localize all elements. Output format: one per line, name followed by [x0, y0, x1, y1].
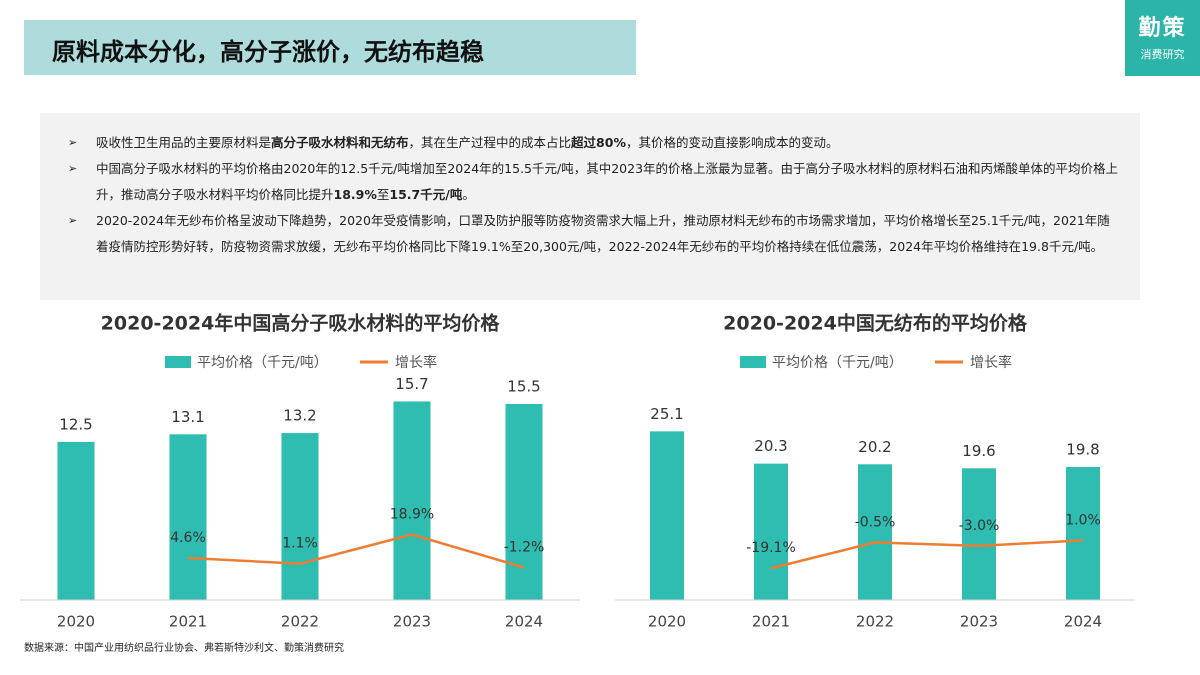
x-tick-label: 2022 [281, 613, 319, 631]
x-tick-label: 2024 [505, 613, 543, 631]
growth-value-label: -19.1% [746, 540, 796, 556]
growth-value-label: 18.9% [390, 507, 434, 523]
bar [1066, 466, 1100, 600]
bold-text: 15.7千元/吨 [389, 187, 463, 202]
bar-value-label: 13.2 [283, 407, 316, 425]
bar-value-label: 19.8 [1066, 440, 1099, 458]
legend-label: 增长率 [970, 354, 1012, 371]
bar-value-label: 25.1 [650, 405, 683, 423]
bullet: 2020-2024年无纱布价格呈波动下降趋势，2020年受疫情影响，口罩及防护服… [68, 208, 1120, 260]
bar [57, 441, 95, 600]
bar [858, 464, 892, 600]
text: 至 [376, 187, 390, 202]
header-band: 原料成本分化，高分子涨价，无纺布趋稳 [24, 20, 636, 75]
bold-text: 18.9% [333, 187, 377, 202]
summary-box: 吸收性卫生用品的主要原材料是高分子吸水材料和无纺布，其在生产过程中的成本占比超过… [40, 113, 1140, 300]
text: ，其价格的变动直接影响成本的变动。 [625, 135, 839, 150]
bar [962, 468, 996, 600]
x-tick-label: 2020 [57, 613, 95, 631]
logo-subtext: 消费研究 [1140, 48, 1185, 61]
logo: 勤策 消费研究 [1125, 0, 1200, 76]
growth-value-label: -1.2% [504, 540, 545, 556]
growth-line [770, 539, 1084, 570]
bullet: 中国高分子吸水材料的平均价格由2020年的12.5千元/吨增加至2024年的15… [68, 156, 1120, 208]
bar-value-label: 12.5 [59, 415, 92, 433]
bar-value-label: 19.6 [962, 442, 995, 460]
logo-text: 勤策 [1138, 16, 1187, 41]
legend-swatch [165, 356, 191, 368]
page-title: 原料成本分化，高分子涨价，无纺布趋稳 [52, 38, 484, 66]
bar-value-label: 13.1 [171, 408, 204, 426]
bar-value-label: 15.5 [507, 377, 540, 395]
legend-label: 平均价格（千元/吨） [772, 355, 903, 371]
legend-label: 增长率 [395, 354, 437, 371]
legend-label: 平均价格（千元/吨） [197, 355, 328, 371]
x-tick-label: 2020 [648, 613, 686, 631]
bar [393, 401, 431, 600]
text: 中国高分子吸水材料的平均价格由2020年的12.5千元/吨增加至2024年的15… [96, 161, 1119, 202]
growth-line [187, 533, 525, 569]
legend-swatch [740, 356, 766, 368]
growth-value-label: 1.0% [1065, 512, 1101, 528]
x-tick-label: 2024 [1064, 613, 1102, 631]
bullet: 吸收性卫生用品的主要原材料是高分子吸水材料和无纺布，其在生产过程中的成本占比超过… [68, 130, 1120, 156]
text: 。 [462, 187, 475, 202]
bar [650, 431, 684, 600]
chart-title: 2020-2024年中国高分子吸水材料的平均价格 [101, 312, 501, 335]
text: 吸收性卫生用品的主要原材料是 [96, 135, 272, 150]
bar-value-label: 20.3 [754, 437, 787, 455]
x-tick-label: 2021 [169, 613, 207, 631]
growth-value-label: -0.5% [855, 514, 896, 530]
growth-value-label: 1.1% [282, 536, 318, 552]
bar [754, 463, 788, 600]
growth-value-label: -3.0% [959, 518, 1000, 534]
text: 2020-2024年无纱布价格呈波动下降趋势，2020年受疫情影响，口罩及防护服… [96, 213, 1110, 254]
x-tick-label: 2022 [856, 613, 894, 631]
x-tick-label: 2023 [393, 613, 431, 631]
bar-value-label: 15.7 [395, 375, 428, 393]
bar [169, 434, 207, 600]
bar [281, 433, 319, 600]
bar-value-label: 20.2 [858, 438, 891, 456]
text: ，其在生产过程中的成本占比 [408, 135, 572, 150]
bold-text: 高分子吸水材料和无纺布 [271, 135, 409, 150]
source-note: 数据来源：中国产业用纺织品行业协会、弗若斯特沙利文、勤策消费研究 [24, 643, 344, 654]
x-tick-label: 2021 [752, 613, 790, 631]
growth-value-label: 4.6% [170, 530, 206, 546]
chart-title: 2020-2024中国无纺布的平均价格 [723, 312, 1028, 335]
x-tick-label: 2023 [960, 613, 998, 631]
bold-text: 超过80% [571, 135, 626, 150]
bar [505, 403, 543, 600]
